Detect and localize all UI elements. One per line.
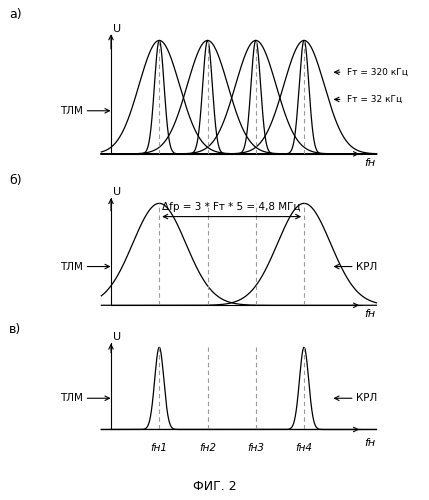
- Text: а): а): [9, 8, 22, 21]
- Text: ТЛМ: ТЛМ: [60, 262, 83, 272]
- Text: fн3: fн3: [247, 442, 264, 452]
- Text: Fт = 32 кГц: Fт = 32 кГц: [347, 95, 402, 104]
- Text: fн4: fн4: [296, 442, 313, 452]
- Text: fн: fн: [364, 158, 375, 168]
- Text: ФИГ. 2: ФИГ. 2: [193, 480, 236, 492]
- Text: КРЛ: КРЛ: [356, 262, 378, 272]
- Text: ТЛМ: ТЛМ: [60, 106, 83, 116]
- Text: б): б): [9, 174, 22, 188]
- Text: fн: fн: [364, 310, 375, 320]
- Text: ТЛМ: ТЛМ: [60, 394, 83, 404]
- Text: fн2: fн2: [199, 442, 216, 452]
- Text: U: U: [113, 332, 121, 342]
- Text: U: U: [113, 24, 121, 34]
- Text: U: U: [113, 187, 121, 197]
- Text: КРЛ: КРЛ: [356, 394, 378, 404]
- Text: fн: fн: [364, 438, 375, 448]
- Text: Fт = 320 кГц: Fт = 320 кГц: [347, 68, 408, 76]
- Text: fн1: fн1: [151, 442, 168, 452]
- Text: Δfp = 3 * Fт * 5 = 4,8 МГц: Δfp = 3 * Fт * 5 = 4,8 МГц: [163, 202, 301, 211]
- Text: в): в): [9, 323, 21, 336]
